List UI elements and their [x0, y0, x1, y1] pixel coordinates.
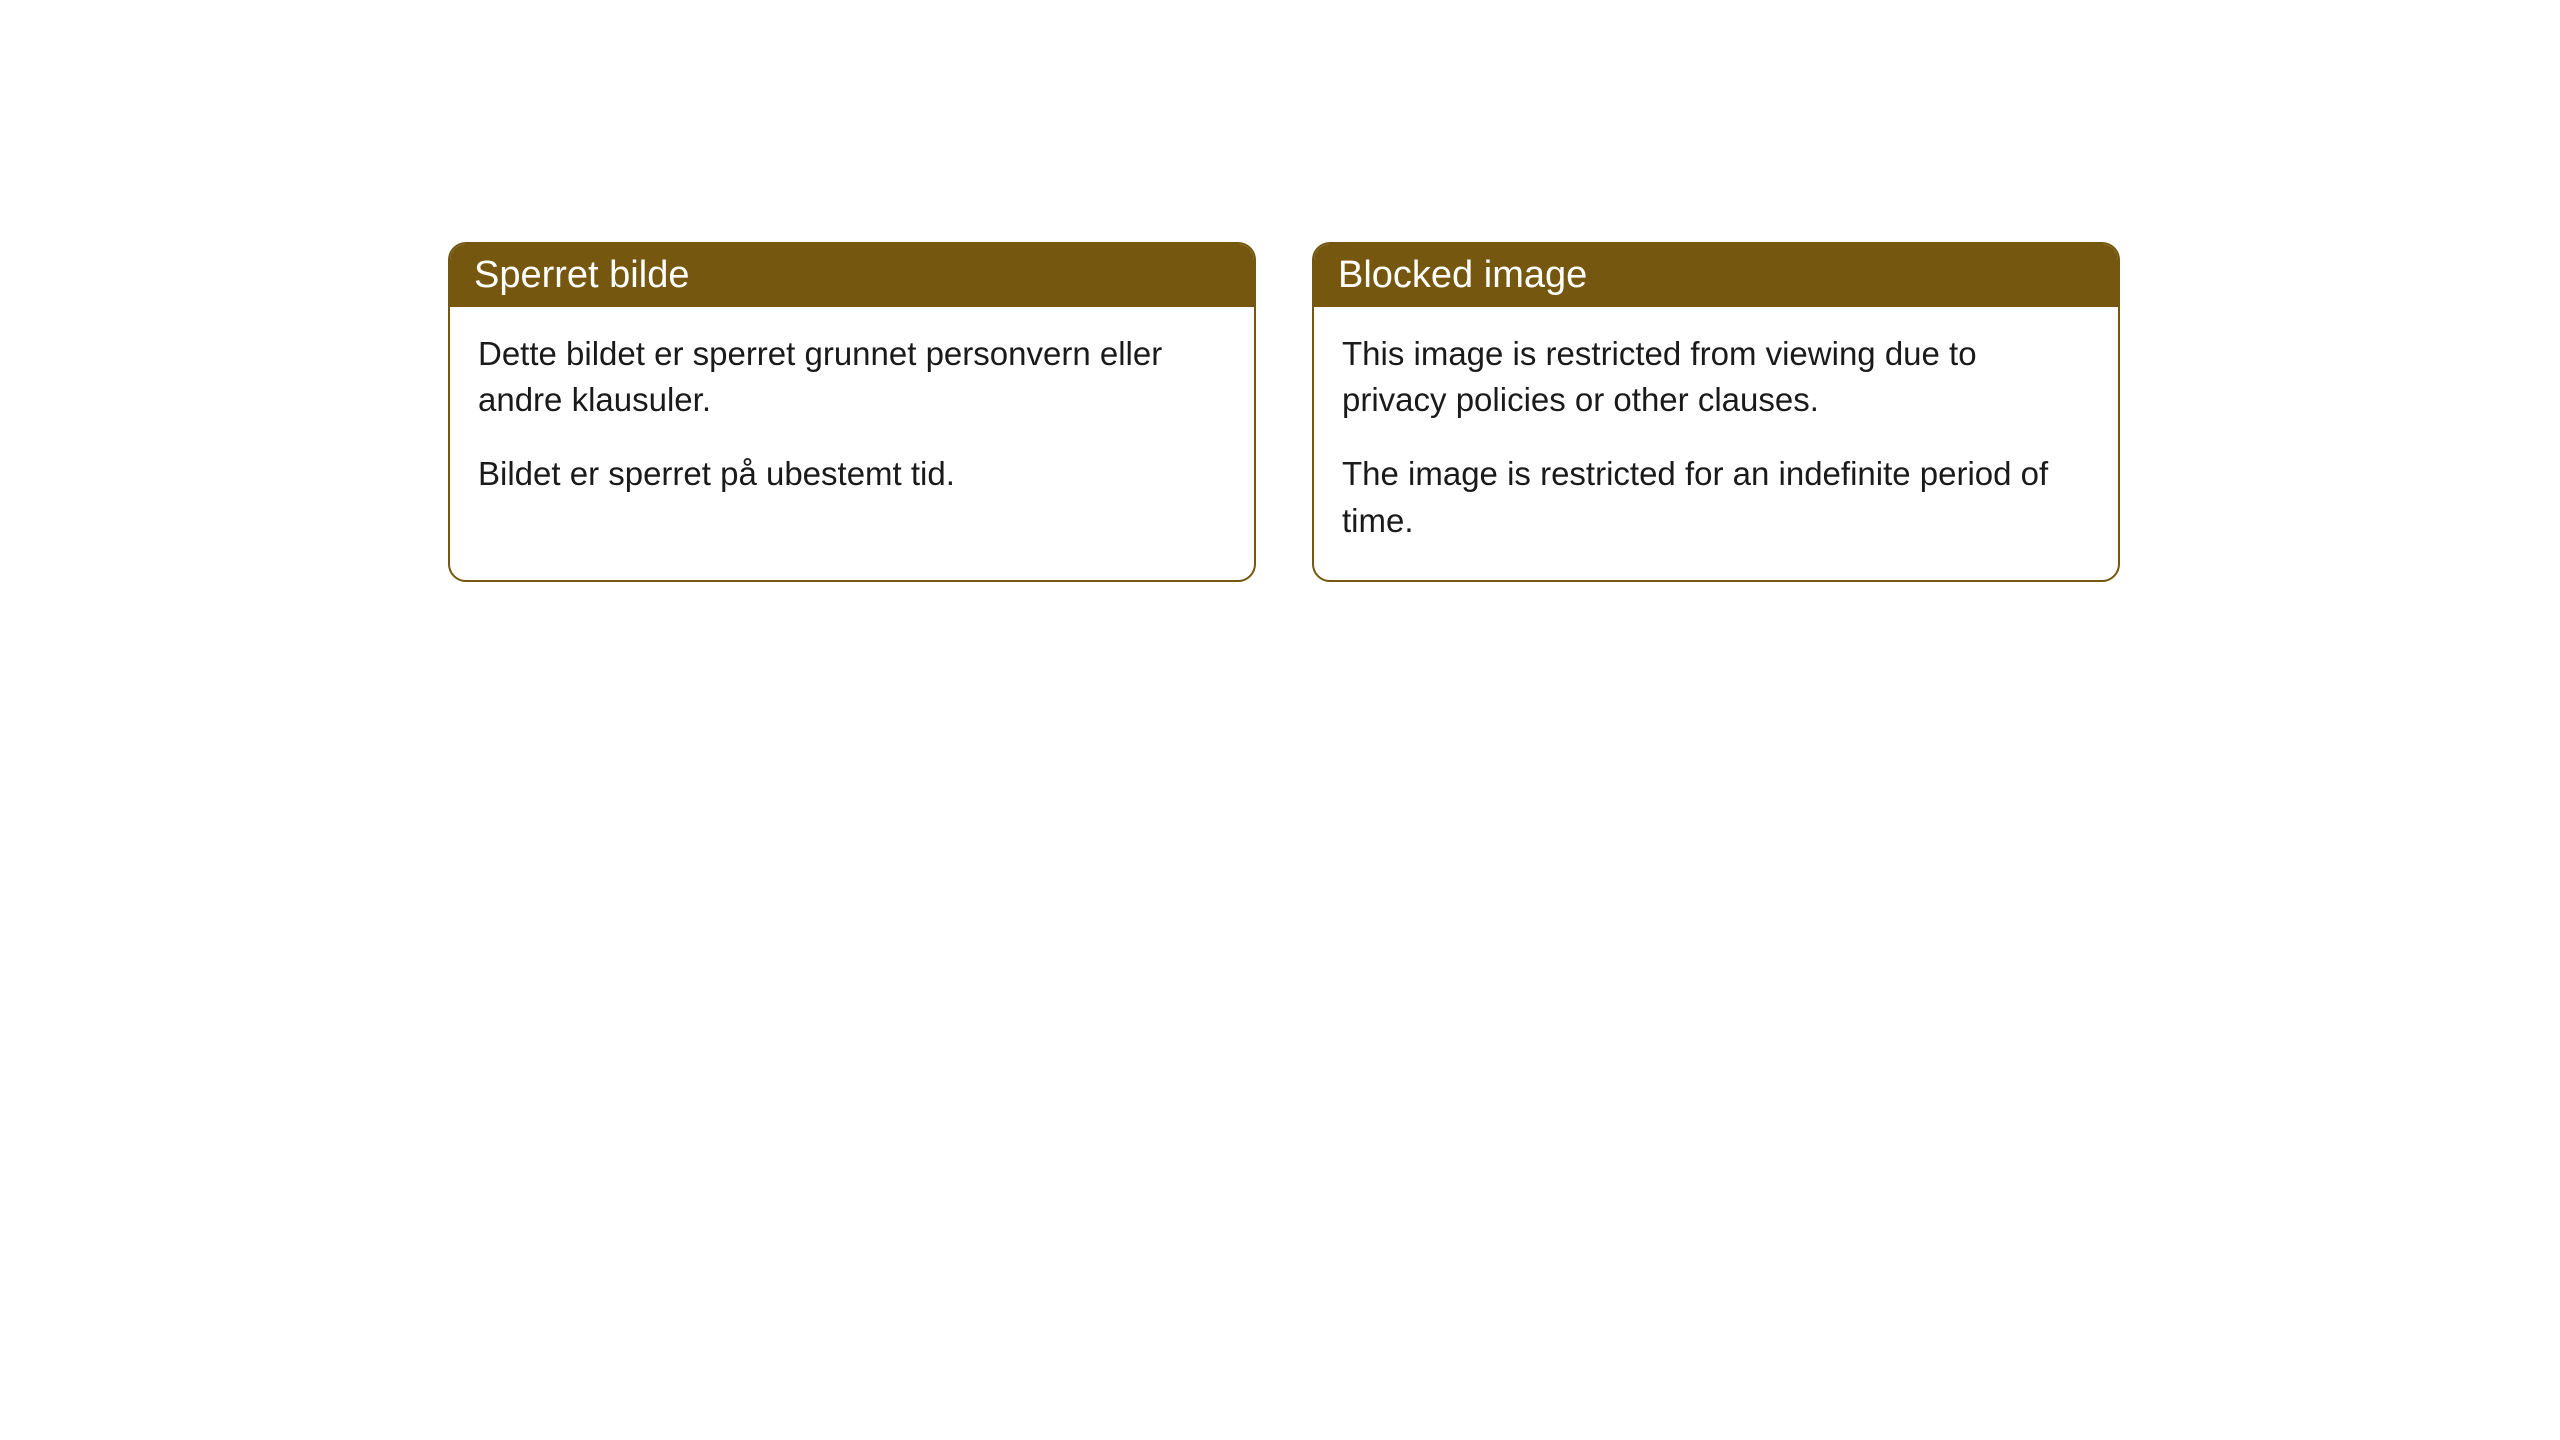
notice-card-body: This image is restricted from viewing du…: [1314, 307, 2118, 580]
notice-card-title: Blocked image: [1314, 244, 2118, 307]
notice-card-text: Bildet er sperret på ubestemt tid.: [478, 451, 1226, 497]
notice-card-text: The image is restricted for an indefinit…: [1342, 451, 2090, 543]
notice-card-no: Sperret bilde Dette bildet er sperret gr…: [448, 242, 1256, 582]
notice-card-text: Dette bildet er sperret grunnet personve…: [478, 331, 1226, 423]
notice-card-body: Dette bildet er sperret grunnet personve…: [450, 307, 1254, 534]
notice-card-title: Sperret bilde: [450, 244, 1254, 307]
notice-card-en: Blocked image This image is restricted f…: [1312, 242, 2120, 582]
notice-container: Sperret bilde Dette bildet er sperret gr…: [448, 242, 2120, 582]
notice-card-text: This image is restricted from viewing du…: [1342, 331, 2090, 423]
